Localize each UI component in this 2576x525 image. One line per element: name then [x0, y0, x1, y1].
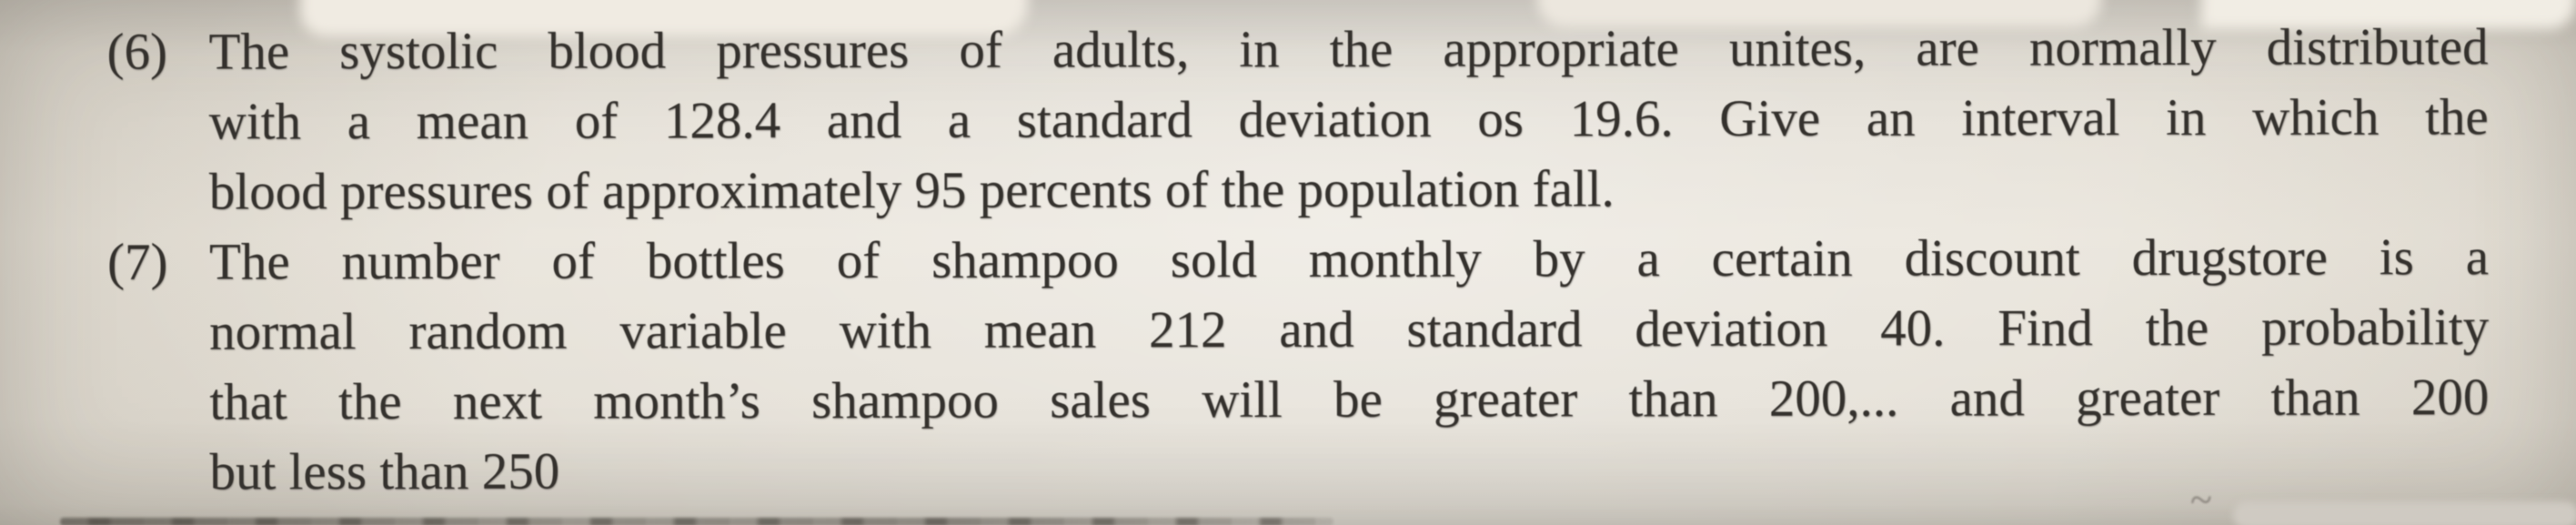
problem-6-text: The systolic blood pressures of adults, …: [208, 12, 2488, 227]
faint-pencil-mark: ~: [2190, 478, 2212, 522]
problem-7-line-2: normal random variable with mean 212 and…: [209, 298, 2490, 361]
problem-7-number: (7): [106, 233, 168, 291]
problem-7: (7) The number of bottles of shampoo sol…: [107, 222, 2490, 507]
printed-text-block: (6) The systolic blood pressures of adul…: [106, 12, 2489, 507]
problem-6-number: (6): [106, 23, 168, 81]
paper-light-patch: [1537, 0, 2101, 27]
problem-6-line-3: blood pressures of approximately 95 perc…: [208, 160, 1615, 221]
stray-breve-mark: ˘: [408, 0, 422, 31]
problem-7-line-1: The number of bottles of shampoo sold mo…: [208, 228, 2490, 291]
problem-7-line-3: that the next month’s shampoo sales will…: [209, 369, 2490, 431]
paper-light-patch: [300, 0, 1028, 36]
stray-macron-mark: ¯: [347, 0, 368, 35]
problem-7-line-4: but less than 250: [209, 442, 560, 501]
cut-off-text-fragment: [60, 518, 1333, 525]
problem-6: (6) The systolic blood pressures of adul…: [106, 12, 2488, 227]
paper-light-patch: [2201, 0, 2576, 29]
problem-7-text: The number of bottles of shampoo sold mo…: [209, 222, 2490, 507]
paper-light-patch: [2233, 501, 2576, 525]
problem-6-line-2: with a mean of 128.4 and a standard devi…: [208, 88, 2489, 151]
problem-6-line-1: The systolic blood pressures of adults, …: [208, 18, 2489, 81]
